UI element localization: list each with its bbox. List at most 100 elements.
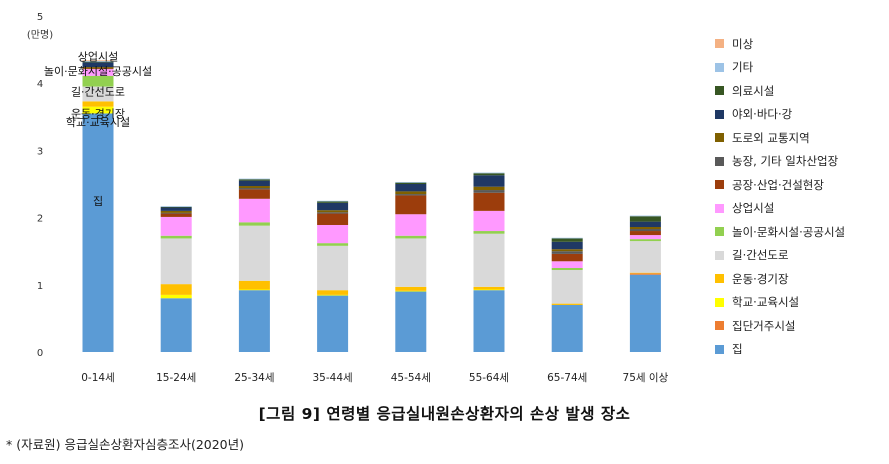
bar-segment — [317, 294, 349, 296]
bar-segment — [629, 235, 661, 240]
legend-item: 상업시설 — [715, 197, 885, 221]
legend-swatch — [715, 156, 724, 166]
bar-annotation: 집 — [93, 195, 103, 208]
bar-segment — [551, 241, 583, 250]
bar-segment — [629, 231, 661, 236]
bar-segment — [473, 231, 505, 234]
bar-segment — [395, 182, 427, 184]
bar-segment — [160, 212, 192, 214]
bar-segment — [238, 186, 270, 189]
bar-segment — [473, 172, 505, 174]
x-tick-label: 75세 이상 — [623, 372, 669, 384]
legend-swatch — [715, 39, 724, 49]
legend-item: 농장, 기타 일차산업장 — [715, 150, 885, 174]
y-tick-label: 2 — [37, 214, 43, 225]
bar-segment — [238, 180, 270, 187]
bar-segment — [317, 295, 349, 352]
legend-label: 야외·바다·강 — [732, 107, 793, 122]
legend-label: 집 — [732, 342, 743, 357]
bar-segment — [551, 261, 583, 268]
bar-segment — [82, 113, 114, 352]
bar-segment — [317, 202, 349, 211]
bar-segment — [238, 290, 270, 352]
bar-segment — [629, 221, 661, 228]
legend-swatch — [715, 321, 724, 331]
legend-item: 미상 — [715, 32, 885, 56]
bar-segment — [238, 280, 270, 290]
bar-segment — [551, 238, 583, 242]
bar-segment — [82, 75, 114, 87]
legend-label: 미상 — [732, 36, 754, 51]
x-axis-labels: 0-14세 15-24세 25-34세 35-44세 45-54세 55-64세 65-74… — [81, 372, 668, 384]
bar-segment — [473, 290, 505, 352]
bar-segment — [317, 212, 349, 214]
bar-segment — [629, 227, 661, 230]
bar-segment — [473, 192, 505, 211]
bar-annotation: 길·간선도로 — [71, 85, 125, 98]
bar-segment — [82, 61, 114, 63]
bar-segment — [317, 245, 349, 291]
y-tick-label: 4 — [37, 79, 43, 90]
bar-segment — [160, 206, 192, 208]
legend-swatch — [715, 86, 724, 96]
bar-segment — [629, 272, 661, 274]
legend-swatch — [715, 203, 724, 213]
bar-segment — [551, 270, 583, 304]
bar-segment — [238, 222, 270, 226]
bar-segment — [395, 194, 427, 196]
bar-segment — [160, 213, 192, 217]
x-tick-label: 25-34세 — [234, 372, 274, 384]
bar-segment — [82, 68, 114, 70]
x-tick-label: 65-74세 — [547, 372, 587, 384]
bar-annotation: 학교·교육시설 — [66, 116, 130, 129]
bar-segment — [160, 284, 192, 295]
bar-annotation: 놀이·문화시설·공공시설 — [44, 65, 152, 78]
bar-segment — [629, 215, 661, 217]
y-tick-label: 5 — [37, 12, 43, 23]
bar-segment — [551, 304, 583, 352]
legend-swatch — [715, 227, 724, 237]
bar-segment — [317, 201, 349, 203]
bar-segment — [395, 286, 427, 291]
bar-segment — [82, 62, 114, 68]
bar-segment — [473, 175, 505, 187]
legend-label: 운동·경기장 — [732, 271, 789, 286]
bar-segment — [238, 188, 270, 190]
legend-item: 도로외 교통지역 — [715, 126, 885, 150]
legend-item: 기타 — [715, 56, 885, 80]
bar-segment — [395, 195, 427, 215]
bar-segment — [473, 210, 505, 232]
bar-segment — [473, 289, 505, 291]
bar-segment — [238, 198, 270, 223]
bar-segment — [473, 173, 505, 176]
x-tick-label: 55-64세 — [469, 372, 509, 384]
bar-segment — [238, 179, 270, 181]
legend-item: 야외·바다·강 — [715, 103, 885, 127]
bar-segment — [160, 207, 192, 211]
bar-segment — [551, 237, 583, 239]
bar-segment — [629, 241, 661, 273]
bar-segment — [317, 200, 349, 202]
bar-segment — [473, 186, 505, 191]
y-axis-unit-label: (만명) — [27, 29, 53, 41]
bar-segment — [82, 67, 114, 69]
bar-segment — [82, 106, 114, 114]
legend-item: 운동·경기장 — [715, 267, 885, 291]
bar-segment — [160, 206, 192, 207]
legend-label: 학교·교육시설 — [732, 295, 800, 310]
legend-swatch — [715, 109, 724, 119]
bar-segment — [395, 184, 427, 192]
legend-item: 의료시설 — [715, 79, 885, 103]
legend-swatch — [715, 180, 724, 190]
bar-segment — [238, 189, 270, 199]
bar-segment — [238, 289, 270, 291]
legend-label: 집단거주시설 — [732, 318, 796, 333]
legend-label: 놀이·문화시설·공공시설 — [732, 224, 846, 239]
bar-segment — [160, 235, 192, 239]
bar-segment — [317, 213, 349, 225]
legend-swatch — [715, 274, 724, 284]
y-tick-label: 3 — [37, 146, 43, 157]
y-tick-label: 0 — [37, 348, 43, 359]
bar-segment — [82, 69, 114, 76]
x-tick-label: 0-14세 — [81, 372, 115, 384]
